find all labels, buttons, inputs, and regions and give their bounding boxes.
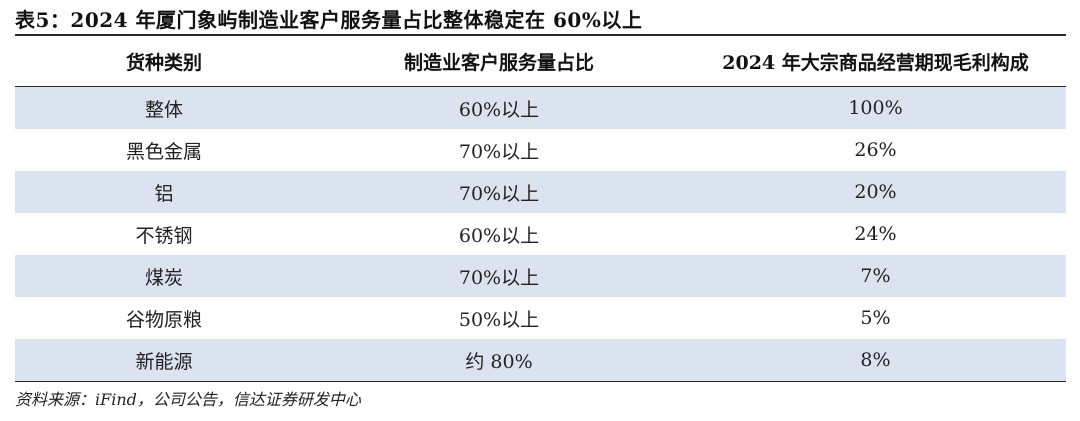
cell-gross-profit-share: 26%	[854, 139, 897, 161]
cell-manufacturing-share: 70%以上	[458, 140, 540, 163]
column-header-gross-profit-share: 2024 年大宗商品经营期现毛利构成	[722, 51, 1029, 74]
table-row: 铝 70%以上 20%	[15, 171, 1066, 213]
cell-manufacturing-share: 50%以上	[458, 308, 540, 331]
cell-gross-profit-share: 5%	[860, 307, 891, 329]
cell-category: 整体	[15, 86, 313, 129]
cell-manufacturing-share: 70%以上	[313, 171, 685, 213]
cell-gross-profit-share: 7%	[685, 255, 1066, 297]
cell-category: 黑色金属	[125, 140, 202, 163]
cell-gross-profit-share: 100%	[685, 86, 1066, 129]
table-row: 不锈钢 60%以上 24%	[15, 213, 1066, 255]
column-header-manufacturing-share: 制造业客户服务量占比	[403, 51, 594, 74]
data-table: 货种类别 制造业客户服务量占比 2024 年大宗商品经营期现毛利构成 整体 60…	[15, 34, 1066, 382]
table-row: 整体 60%以上 100%	[15, 86, 1066, 129]
table-row: 谷物原粮 50%以上 5%	[15, 297, 1066, 339]
cell-category: 新能源	[15, 339, 313, 382]
source-note: 资料来源：iFind，公司公告，信达证券研发中心	[15, 390, 361, 409]
table-row: 新能源 约 80% 8%	[15, 339, 1066, 382]
cell-category: 铝	[15, 171, 313, 213]
table-title: 表5：2024 年厦门象屿制造业客户服务量占比整体稳定在 60%以上	[15, 8, 643, 32]
data-table-container: 货种类别 制造业客户服务量占比 2024 年大宗商品经营期现毛利构成 整体 60…	[15, 34, 1066, 382]
table-header-row: 货种类别 制造业客户服务量占比 2024 年大宗商品经营期现毛利构成	[15, 35, 1066, 87]
cell-category: 不锈钢	[135, 224, 193, 247]
table-row: 黑色金属 70%以上 26%	[15, 129, 1066, 171]
cell-manufacturing-share: 60%以上	[458, 224, 540, 247]
cell-gross-profit-share: 24%	[854, 223, 897, 245]
cell-gross-profit-share: 8%	[685, 339, 1066, 382]
cell-manufacturing-share: 60%以上	[313, 86, 685, 129]
cell-manufacturing-share: 70%以上	[313, 255, 685, 297]
cell-category: 谷物原粮	[125, 308, 202, 331]
table-row: 煤炭 70%以上 7%	[15, 255, 1066, 297]
cell-gross-profit-share: 20%	[685, 171, 1066, 213]
column-header-category: 货种类别	[125, 51, 202, 74]
cell-category: 煤炭	[15, 255, 313, 297]
cell-manufacturing-share: 约 80%	[313, 339, 685, 382]
